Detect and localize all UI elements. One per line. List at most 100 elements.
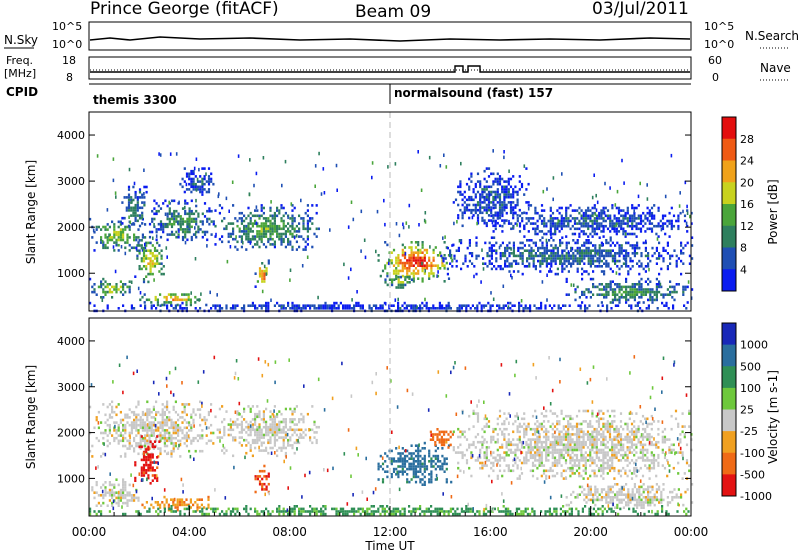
echo-cell bbox=[436, 274, 440, 278]
echo-cell bbox=[111, 408, 114, 411]
echo-cell bbox=[539, 239, 542, 242]
echo-cell bbox=[425, 301, 428, 305]
echo-cell bbox=[117, 288, 120, 291]
echo-cell bbox=[390, 462, 393, 466]
echo-cell bbox=[519, 252, 522, 255]
echo-cell bbox=[170, 233, 174, 236]
echo-cell bbox=[578, 211, 581, 215]
echo-cell bbox=[404, 278, 407, 281]
echo-cell bbox=[245, 217, 248, 220]
echo-cell bbox=[137, 403, 140, 406]
echo-cell bbox=[381, 462, 385, 466]
echo-cell bbox=[512, 259, 515, 263]
echo-cell bbox=[302, 227, 305, 231]
echo-cell bbox=[189, 498, 192, 501]
echo-cell bbox=[155, 307, 158, 310]
echo-cell bbox=[185, 182, 188, 187]
echo-cell bbox=[273, 230, 276, 233]
echo-cell bbox=[177, 429, 180, 432]
echo-cell bbox=[541, 280, 544, 284]
echo-cell bbox=[503, 221, 506, 225]
echo-cell bbox=[494, 219, 497, 223]
echo-cell bbox=[258, 224, 261, 228]
echo-cell bbox=[190, 190, 193, 194]
echo-cell bbox=[195, 217, 198, 221]
echo-cell bbox=[184, 230, 187, 234]
echo-cell bbox=[218, 428, 221, 432]
echo-cell bbox=[159, 506, 162, 509]
echo-cell bbox=[496, 180, 499, 183]
echo-cell bbox=[181, 298, 184, 302]
echo-cell bbox=[520, 425, 524, 428]
echo-cell bbox=[124, 426, 127, 430]
echo-cell bbox=[560, 448, 563, 452]
echo-cell bbox=[501, 208, 504, 212]
echo-cell bbox=[236, 224, 239, 228]
echo-cell bbox=[534, 464, 537, 467]
echo-cell bbox=[620, 252, 623, 255]
echo-cell bbox=[218, 431, 221, 434]
echo-cell bbox=[151, 443, 154, 446]
echo-cell bbox=[401, 243, 404, 247]
echo-cell bbox=[225, 307, 228, 310]
echo-cell bbox=[560, 259, 563, 263]
echo-cell bbox=[113, 439, 116, 443]
echo-cell bbox=[280, 243, 283, 246]
echo-cell bbox=[119, 434, 122, 437]
echo-cell bbox=[481, 201, 484, 204]
echo-cell bbox=[565, 257, 568, 260]
echo-cell bbox=[148, 235, 152, 239]
echo-cell bbox=[587, 257, 590, 260]
echo-cell bbox=[547, 219, 550, 223]
echo-cell bbox=[527, 230, 530, 233]
echo-cell bbox=[617, 211, 621, 215]
echo-cell bbox=[134, 461, 137, 464]
echo-cell bbox=[212, 220, 215, 223]
echo-cell bbox=[512, 201, 515, 204]
echo-cell bbox=[301, 264, 304, 268]
echo-cell bbox=[550, 270, 553, 273]
echo-cell bbox=[594, 244, 597, 247]
echo-cell bbox=[451, 258, 453, 263]
echo-cell bbox=[553, 435, 557, 439]
echo-cell bbox=[647, 288, 650, 291]
echo-cell bbox=[490, 193, 493, 196]
echo-cell bbox=[521, 254, 524, 258]
echo-cell bbox=[576, 239, 579, 242]
echo-cell bbox=[501, 219, 504, 222]
echo-cell bbox=[442, 259, 445, 263]
echo-cell bbox=[492, 214, 495, 217]
echo-cell bbox=[261, 272, 264, 275]
echo-cell bbox=[190, 426, 193, 430]
echo-cell bbox=[540, 464, 543, 467]
echo-cell bbox=[189, 506, 192, 509]
echo-cell bbox=[562, 433, 565, 436]
echo-cell bbox=[668, 219, 671, 223]
echo-cell bbox=[159, 225, 163, 229]
echo-cell bbox=[212, 222, 215, 226]
echo-cell bbox=[562, 446, 565, 449]
echo-cell bbox=[470, 443, 473, 447]
echo-cell bbox=[615, 219, 618, 223]
echo-cell bbox=[558, 461, 561, 465]
echo-cell bbox=[152, 423, 155, 427]
echo-cell bbox=[115, 288, 118, 291]
echo-cell bbox=[133, 418, 136, 422]
echo-cell bbox=[121, 222, 124, 225]
echo-cell bbox=[483, 221, 486, 225]
echo-cell bbox=[496, 182, 499, 186]
echo-cell bbox=[573, 217, 577, 220]
echo-cell bbox=[106, 504, 109, 507]
echo-cell bbox=[163, 503, 166, 507]
echo-cell bbox=[108, 494, 111, 497]
echo-cell bbox=[254, 441, 257, 445]
echo-cell bbox=[642, 301, 645, 304]
echo-cell bbox=[425, 304, 428, 307]
echo-cell bbox=[273, 425, 276, 429]
echo-cell bbox=[406, 269, 409, 273]
echo-cell bbox=[115, 233, 118, 237]
echo-cell bbox=[530, 252, 533, 255]
echo-cell bbox=[414, 256, 418, 260]
echo-cell bbox=[248, 192, 251, 196]
